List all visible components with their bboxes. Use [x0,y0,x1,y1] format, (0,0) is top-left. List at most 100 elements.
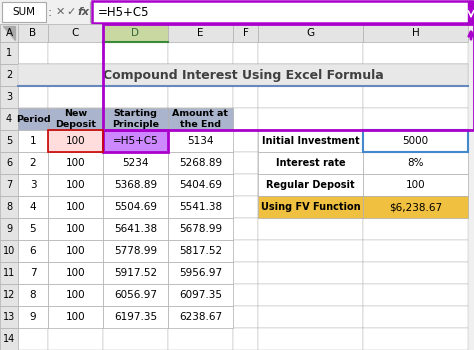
Bar [0,174,18,196]
Text: 5: 5 [6,136,12,146]
Bar [0,328,18,350]
Bar [18,24,48,42]
Bar [48,42,103,64]
Bar [18,130,48,152]
Text: 5541.38: 5541.38 [179,202,222,212]
Bar [48,64,103,86]
Bar [233,108,258,130]
Bar [258,262,363,284]
Bar [18,174,48,196]
Bar [233,218,258,240]
Bar [0,108,18,130]
Bar [48,262,103,284]
Text: New
Deposit: New Deposit [55,109,96,129]
Text: =H5+C5: =H5+C5 [98,6,149,19]
Bar [168,108,233,130]
Text: 5778.99: 5778.99 [114,246,157,256]
Bar [103,218,168,240]
Bar [103,284,168,306]
Bar [168,152,233,174]
Bar [168,24,233,42]
Bar [363,152,468,174]
Bar [0,24,18,42]
Text: 100: 100 [406,180,425,190]
Bar [168,328,233,350]
Bar [363,24,468,42]
Bar [0,218,18,240]
Bar [258,306,363,328]
Bar [48,196,103,218]
Bar [168,262,233,284]
Text: 5268.89: 5268.89 [179,158,222,168]
Bar [168,86,233,108]
Bar [258,328,363,350]
Bar [48,130,103,152]
Bar [363,152,468,174]
Text: F: F [243,28,248,38]
Bar [48,284,103,306]
Bar [48,108,103,130]
Text: 5956.97: 5956.97 [179,268,222,278]
Bar [363,328,468,350]
Text: 7: 7 [6,180,12,190]
Text: 100: 100 [66,312,85,322]
Text: 9: 9 [6,224,12,234]
Bar [233,64,258,86]
Text: Using FV Function: Using FV Function [261,202,360,212]
Bar [0,262,18,284]
Text: 5000: 5000 [402,136,428,146]
Text: Compound Interest Using Excel Formula: Compound Interest Using Excel Formula [103,69,383,82]
Bar [258,240,363,262]
Bar [233,152,258,174]
Bar [48,284,103,306]
Bar [103,24,168,42]
Bar [48,152,103,174]
Bar [18,152,48,174]
Text: 100: 100 [66,180,85,190]
Text: $6,238.67: $6,238.67 [389,202,442,212]
Bar [48,130,103,152]
Bar [168,64,233,86]
Bar [0,130,18,152]
Text: Starting
Principle: Starting Principle [112,109,159,129]
Bar [258,152,363,174]
Bar [258,174,363,196]
Text: 8%: 8% [407,158,424,168]
Text: 5404.69: 5404.69 [179,180,222,190]
Text: 5134: 5134 [187,136,214,146]
Bar [48,130,103,152]
Text: SUM: SUM [12,7,36,17]
Bar [233,174,258,196]
Bar [18,108,48,130]
Bar [48,306,103,328]
Bar [48,218,103,240]
Bar [103,284,168,306]
Text: ✕: ✕ [55,7,64,17]
Text: 5641.38: 5641.38 [114,224,157,234]
Text: 100: 100 [66,158,85,168]
Text: =H5+C5: =H5+C5 [113,136,158,146]
Bar [103,152,168,174]
Bar [103,24,474,130]
Text: 6: 6 [30,246,36,256]
Text: fx: fx [77,7,89,17]
Bar [168,130,233,152]
Text: 5234: 5234 [122,158,149,168]
Text: 6097.35: 6097.35 [179,290,222,300]
Bar [103,108,168,130]
Text: H: H [411,28,419,38]
Bar [103,262,168,284]
Bar [0,174,18,196]
Bar [0,306,18,328]
Bar [233,306,258,328]
Text: 1: 1 [30,136,36,146]
Bar [168,196,233,218]
Text: 100: 100 [66,224,85,234]
Bar [0,196,18,218]
Bar [258,42,363,64]
Text: 3: 3 [6,92,12,102]
Bar [103,86,168,108]
Text: 8: 8 [6,202,12,212]
Text: A: A [5,28,13,38]
Bar [233,24,258,42]
